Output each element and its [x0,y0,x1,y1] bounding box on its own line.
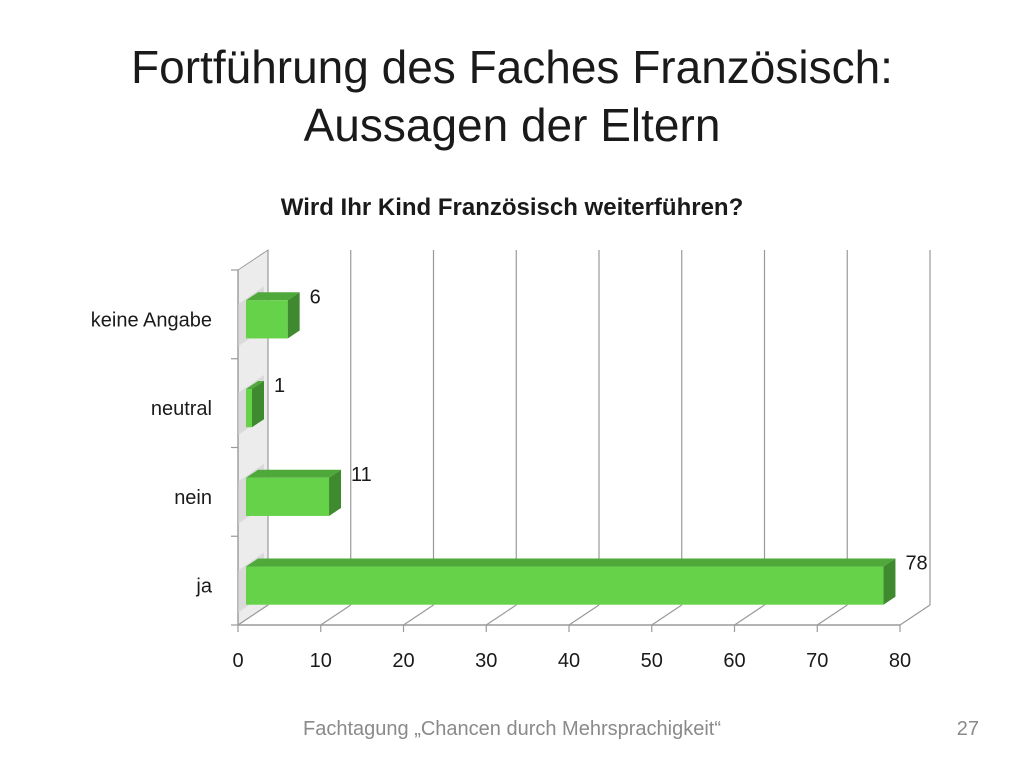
bar-top-face [246,558,896,567]
floor-gridline [403,604,434,626]
x-tick-label: 60 [723,650,745,672]
label-layer: 0 10 20 30 40 50 60 70 80 6 keine Angabe 1 neutral 11… [91,286,928,672]
category-label: nein [174,487,212,509]
slide-title-line1: Fortführung des Faches Französisch: [131,41,893,93]
page-number: 27 [956,718,979,740]
x-tick-label: 80 [889,650,911,672]
floor-gridline [816,604,848,626]
bar-top-face [246,469,342,478]
category-label: keine Angabe [91,309,212,331]
floor-gridline [899,604,931,626]
floor-gridline [651,604,683,626]
bar-keine-angabe [238,286,300,347]
bar-front-face [246,389,252,428]
bar-top-face [246,381,264,390]
x-tick-label: 10 [310,650,332,672]
grid-layer [237,249,931,626]
category-label: ja [195,576,212,598]
floor-gridline [237,604,269,626]
bar-side-face [252,381,264,428]
data-label: 11 [351,464,372,486]
data-label: 6 [310,286,321,308]
bar-front-face [246,300,288,339]
x-tick-label: 20 [392,650,414,672]
slide-title: Fortführung des Faches Französisch: Auss… [0,38,1024,154]
floor-gridline [485,604,517,626]
x-tick-label: 50 [641,650,663,672]
bar-layer [238,286,896,613]
chart-title: Wird Ihr Kind Französisch weiterführen? [280,194,744,221]
x-tick-label: 30 [475,650,497,672]
floor-gridline [320,604,352,626]
bar-side-face [883,558,896,605]
data-label: 1 [274,375,285,397]
bar-front-face [246,477,330,516]
slide-title-line2: Aussagen der Eltern [303,99,721,151]
bar-top-face [246,292,300,301]
x-tick-label: 0 [232,650,243,672]
bar-front-face [246,566,884,605]
bar-side-face [287,292,300,339]
bar-side-face [329,469,342,516]
bar-neutral [238,375,264,436]
x-tick-label: 70 [806,650,828,672]
data-label: 78 [905,553,927,575]
footer-text: Fachtagung „Chancen durch Mehrsprachigke… [303,718,721,740]
floor-gridline [734,604,765,626]
floor-gridline [568,604,600,626]
x-tick-label: 40 [558,650,580,672]
bar-nein [238,463,342,524]
category-label: neutral [151,398,212,420]
bar-ja [238,552,896,613]
